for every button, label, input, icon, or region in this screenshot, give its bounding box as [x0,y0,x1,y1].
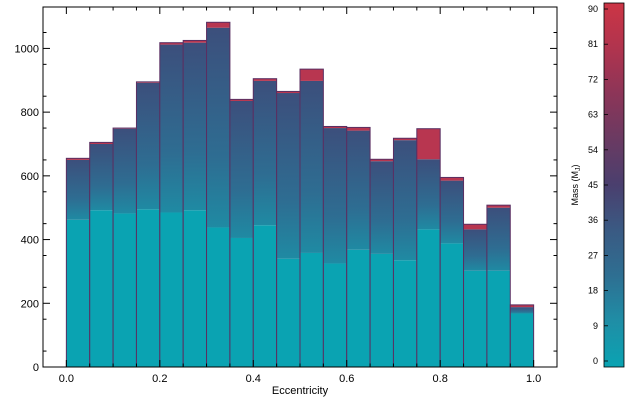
colorbar-tick-label: 36 [588,215,598,225]
bar-segment-low [393,260,417,367]
x-tick-label: 0.0 [59,373,74,385]
colorbar-tick-label: 54 [588,145,598,155]
y-tick-label: 1000 [15,43,39,55]
bar-segment-low [463,270,487,367]
bar-segment-mid [416,159,441,230]
bar-segment-high [89,142,114,144]
bar-segment-mid [346,130,371,250]
bar-segment-high [206,22,230,28]
bar-segment-mid [393,140,417,261]
colorbar-tick-label: 18 [588,286,598,296]
bar-segment-low [89,210,114,367]
bar-segment-high [66,158,90,160]
bars-layer [65,21,535,368]
axes-layer: 0.0 0.2 0.4 0.6 0.8 1.0 0 200 400 600 800 1000 [15,7,558,385]
bar-segment-high [440,177,464,181]
x-tick-label: 0.4 [246,373,261,385]
bar-segment-low [440,243,464,367]
bar-segment-mid [206,27,230,228]
colorbar-tick-label: 0 [593,356,598,366]
bar-segment-mid [370,161,394,254]
bar-segment-mid [276,93,300,259]
x-tick-label: 0.6 [339,373,354,385]
colorbar-tick-label: 72 [588,74,598,84]
colorbar-tick-label: 63 [588,110,598,120]
bar-segment-mid [229,100,254,238]
bar-segment-high [346,127,371,131]
bar-segment-low [346,249,371,367]
bar-segment-low [183,210,207,367]
bar-segment-low [323,263,347,367]
colorbar-tick-label: 81 [588,39,598,49]
x-tick-label: 0.2 [152,373,167,385]
bar-segment-high [229,99,254,101]
bar-segment-high [370,159,394,162]
bar-segment-mid [159,44,184,213]
bar-segment-high [510,304,534,308]
bar-segment-high [183,40,207,43]
bar-segment-low [276,258,300,367]
bar-segment-high [323,126,347,129]
bar-segment-mid [113,128,137,214]
bar-segment-mid [440,180,464,244]
bar-segment-mid [323,128,347,264]
bar-segment-low [370,253,394,367]
bar-segment-low [416,229,441,367]
y-tick-label: 200 [21,298,39,310]
bar-segment-high [486,205,511,208]
bar-segment-mid [300,80,324,253]
bar-segment-low [486,270,511,367]
colorbar-ticks: 0 9 18 27 36 45 54 63 72 81 90 [588,4,608,366]
colorbar-tick-label: 90 [588,4,598,14]
y-tick-label: 400 [21,235,39,247]
x-axis-label: Eccentricity [272,385,329,397]
bar-segment-mid [136,82,160,210]
bar-segment-mid [486,207,511,271]
y-tick-label: 800 [21,107,39,119]
bar-segment-low [510,313,534,367]
bar-segment-low [229,237,254,367]
bar-segment-high [463,224,487,230]
colorbar-label: Mass (MJ) [570,165,582,206]
colorbar-tick-label: 45 [588,180,598,190]
bar-segment-mid [253,80,277,226]
bar-segment-high [300,69,324,81]
bar-segment-low [113,213,137,367]
bar-segment-low [136,209,160,367]
bar-segment-low [253,225,277,367]
bar-segment-mid [463,229,487,271]
bar-segment-low [206,227,230,367]
bar-segment-mid [510,307,534,314]
bar-segment-high [253,78,277,81]
bar-segment-high [416,128,441,160]
bar-segment-high [159,42,184,45]
y-tick-label: 600 [21,171,39,183]
bar-segment-low [300,252,324,367]
x-tick-label: 0.8 [433,373,448,385]
bar-segment-mid [89,143,114,211]
bar-segment-mid [183,42,207,211]
colorbar-tick-label: 27 [588,250,598,260]
x-tick-label: 1.0 [526,373,541,385]
bar-segment-high [393,138,417,141]
bar-segment-high [276,91,300,94]
colorbar-tick-label: 9 [593,321,598,331]
bar-segment-mid [66,159,90,220]
bar-segment-low [159,212,184,367]
y-tick-label: 0 [33,362,39,374]
bar-segment-low [66,219,90,367]
